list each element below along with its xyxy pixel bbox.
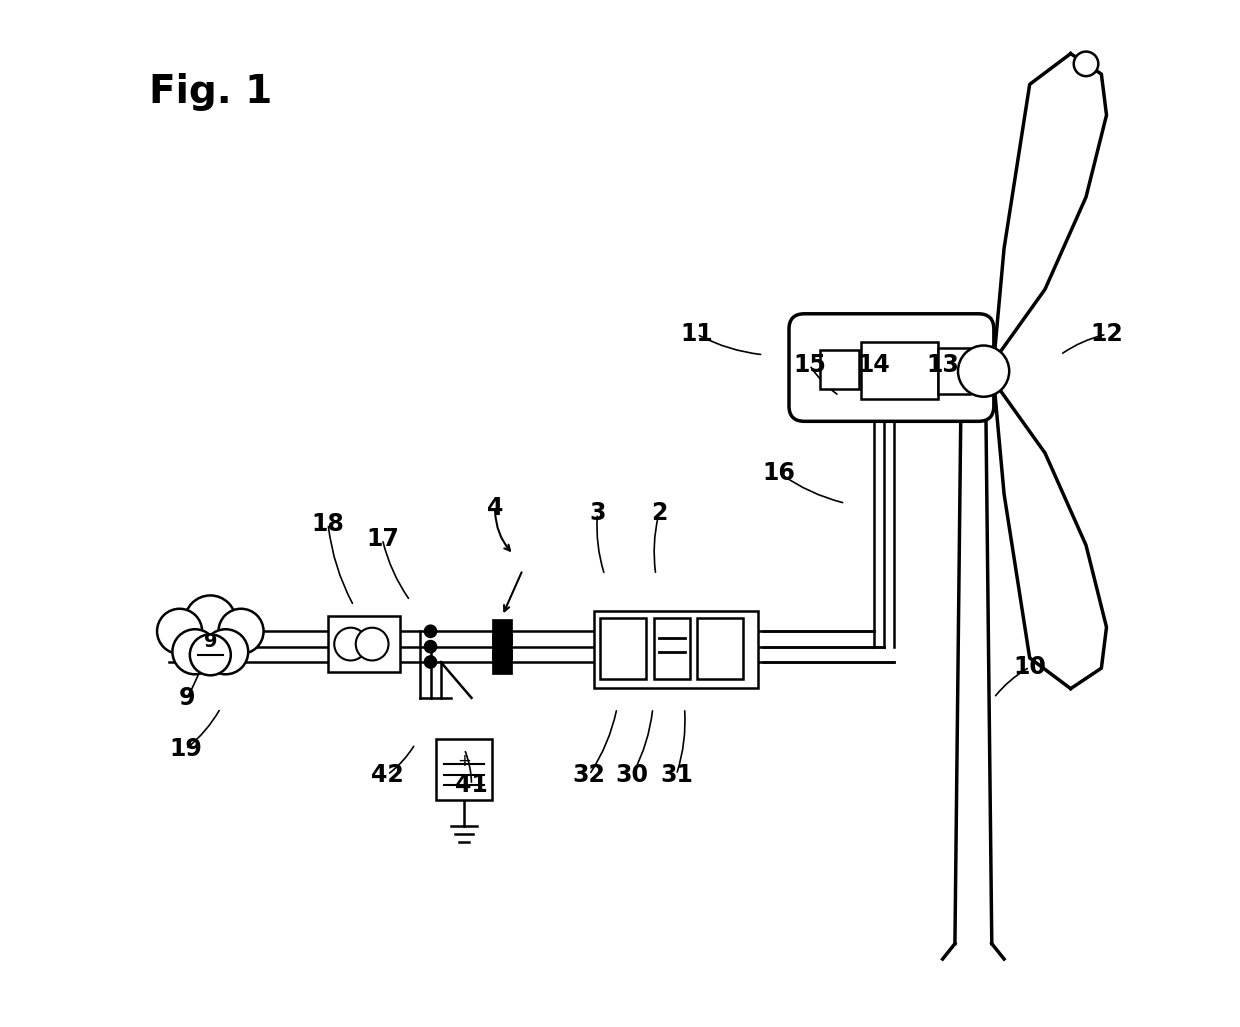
- Text: +: +: [456, 753, 471, 770]
- Text: 11: 11: [681, 322, 713, 346]
- Text: 17: 17: [366, 527, 399, 551]
- Circle shape: [172, 630, 217, 675]
- Text: 14: 14: [858, 353, 890, 377]
- FancyBboxPatch shape: [789, 314, 993, 421]
- Bar: [937, 347, 970, 393]
- Text: 30: 30: [616, 763, 649, 787]
- Circle shape: [1074, 51, 1099, 76]
- Text: 32: 32: [573, 763, 605, 787]
- Bar: [697, 618, 743, 680]
- Circle shape: [356, 627, 388, 660]
- Bar: [435, 738, 492, 800]
- Text: 4: 4: [487, 496, 503, 521]
- Bar: [653, 618, 689, 680]
- Circle shape: [335, 627, 367, 660]
- Text: 42: 42: [371, 763, 404, 787]
- Bar: [861, 342, 937, 398]
- Bar: [492, 619, 512, 644]
- Text: 18: 18: [311, 511, 345, 536]
- Text: 41: 41: [455, 773, 487, 797]
- Text: 3: 3: [589, 501, 605, 526]
- Text: 10: 10: [1013, 655, 1047, 679]
- Circle shape: [190, 635, 231, 676]
- Circle shape: [424, 641, 436, 653]
- Text: 9: 9: [203, 632, 217, 651]
- Bar: [599, 618, 646, 680]
- Bar: [329, 616, 399, 673]
- Text: 16: 16: [763, 460, 795, 485]
- Circle shape: [157, 609, 202, 654]
- Circle shape: [185, 596, 236, 647]
- Circle shape: [203, 630, 248, 675]
- Text: 2: 2: [651, 501, 667, 526]
- Bar: [594, 611, 759, 688]
- Circle shape: [218, 609, 264, 654]
- Circle shape: [424, 625, 436, 638]
- Text: 19: 19: [170, 737, 202, 761]
- Bar: [492, 635, 512, 659]
- Text: Fig. 1: Fig. 1: [149, 73, 272, 111]
- Bar: [820, 349, 858, 388]
- Text: 31: 31: [660, 763, 693, 787]
- Text: 9: 9: [179, 686, 195, 710]
- Text: 15: 15: [794, 353, 826, 377]
- Circle shape: [424, 656, 436, 669]
- Text: 13: 13: [926, 353, 959, 377]
- Bar: [492, 650, 512, 675]
- Circle shape: [959, 345, 1009, 396]
- Text: 12: 12: [1090, 322, 1123, 346]
